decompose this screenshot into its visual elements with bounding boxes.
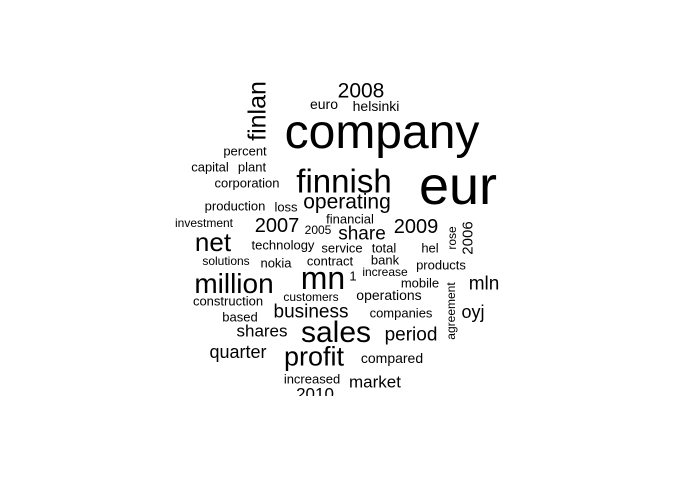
word-million: million	[194, 268, 274, 299]
word-2005: 2005	[304, 223, 332, 237]
word-based: based	[222, 309, 258, 325]
word-helsinki: helsinki	[352, 98, 400, 114]
word-companies: companies	[369, 305, 433, 321]
word-finlan: finlan	[243, 81, 272, 141]
word-financial: financial	[326, 211, 374, 227]
word-share: share	[338, 223, 386, 245]
word-operations: operations	[356, 287, 422, 303]
word-contract: contract	[306, 253, 354, 269]
word-products: products	[416, 257, 466, 273]
word-company: company	[284, 106, 480, 159]
word-mln: mln	[468, 273, 500, 295]
word-net: net	[194, 227, 232, 257]
word-profit: profit	[283, 341, 345, 372]
word-production: production	[204, 198, 266, 214]
word-cloud-clip: company eur finnish mn sales million pro…	[174, 79, 500, 397]
word-technology: technology	[251, 237, 315, 253]
word-2010: 2010	[296, 384, 334, 397]
word-2007: 2007	[254, 215, 300, 237]
word-market: market	[349, 372, 401, 392]
word-euro: euro	[309, 96, 339, 112]
word-hel: hel	[421, 240, 439, 256]
word-loss: loss	[274, 199, 298, 215]
word-mobile: mobile	[400, 275, 440, 291]
word-business: business	[273, 301, 349, 323]
word-solutions: solutions	[202, 254, 250, 268]
word-plant: plant	[237, 159, 267, 175]
word-sales: sales	[300, 316, 372, 349]
word-nokia: nokia	[260, 255, 292, 271]
word-bank: bank	[370, 252, 400, 268]
word-total: total	[371, 240, 397, 256]
word-finnish: finnish	[296, 162, 392, 200]
word-period: period	[384, 324, 438, 346]
word-oyj: oyj	[461, 302, 485, 322]
word-operating: operating	[303, 190, 391, 214]
word-rose: rose	[445, 226, 459, 250]
word-capital: capital	[191, 159, 229, 175]
word-eur: eur	[418, 156, 498, 216]
word-1: 1	[349, 268, 357, 284]
word-construction: construction	[192, 293, 264, 309]
word-shares: shares	[236, 321, 288, 341]
word-compared: compared	[360, 350, 424, 366]
word-increased: increased	[283, 371, 341, 387]
word-agreement: agreement	[444, 282, 458, 340]
word-2009: 2009	[393, 216, 439, 238]
word-2008: 2008	[337, 79, 385, 103]
word-percent: percent	[223, 143, 267, 159]
word-2006: 2006	[459, 221, 477, 255]
word-service: service	[321, 240, 363, 256]
word-investment: investment	[174, 216, 234, 230]
word-increase: increase	[362, 265, 408, 279]
word-quarter: quarter	[209, 342, 267, 362]
word-mn: mn	[300, 260, 346, 296]
word-customers: customers	[283, 290, 339, 304]
word-corporation: corporation	[214, 175, 280, 191]
